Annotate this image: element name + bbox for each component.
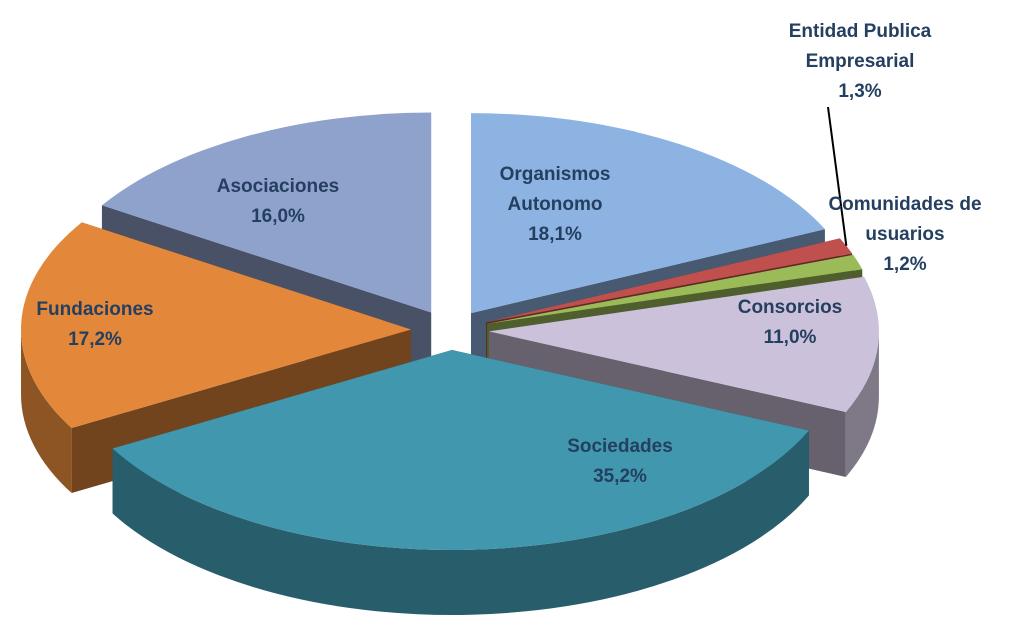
slice bbox=[471, 113, 825, 314]
slice bbox=[487, 254, 863, 324]
slice bbox=[101, 112, 432, 313]
slice bbox=[21, 222, 412, 429]
slice bbox=[488, 276, 879, 412]
value-label: 1,2% bbox=[883, 254, 927, 275]
value-label: 35,2% bbox=[593, 466, 647, 487]
slice-wall bbox=[21, 329, 72, 494]
slice-label: Comunidades de usuarios 1,2% bbox=[810, 190, 1000, 280]
slice-wall bbox=[845, 331, 879, 477]
slice-label: Entidad Publica Empresarial 1,3% bbox=[760, 17, 960, 107]
value-label: 11,0% bbox=[763, 327, 817, 348]
slice-label: Asociaciones 16,0% bbox=[198, 172, 358, 232]
category-name: Comunidades de usuarios bbox=[828, 194, 982, 245]
slice-label: Fundaciones 17,2% bbox=[15, 295, 175, 355]
slice-label: Consorcios 11,0% bbox=[710, 293, 870, 353]
category-name: Consorcios bbox=[737, 297, 843, 318]
slice bbox=[486, 238, 853, 323]
value-label: 18,1% bbox=[528, 224, 582, 245]
category-name: Fundaciones bbox=[36, 299, 154, 320]
slice bbox=[112, 349, 809, 550]
leader-line bbox=[827, 106, 848, 246]
category-name: Asociaciones bbox=[216, 176, 340, 197]
category-name: Organismos Autonomo bbox=[499, 164, 611, 215]
slice-label: Organismos Autonomo 18,1% bbox=[475, 160, 635, 250]
value-label: 1,3% bbox=[838, 81, 882, 102]
value-label: 17,2% bbox=[68, 329, 122, 350]
category-name: Sociedades bbox=[567, 436, 673, 457]
slice-wall bbox=[112, 430, 809, 615]
category-name: Entidad Publica Empresarial bbox=[788, 21, 932, 72]
value-label: 16,0% bbox=[251, 206, 305, 227]
slice-label: Sociedades 35,2% bbox=[540, 432, 700, 492]
